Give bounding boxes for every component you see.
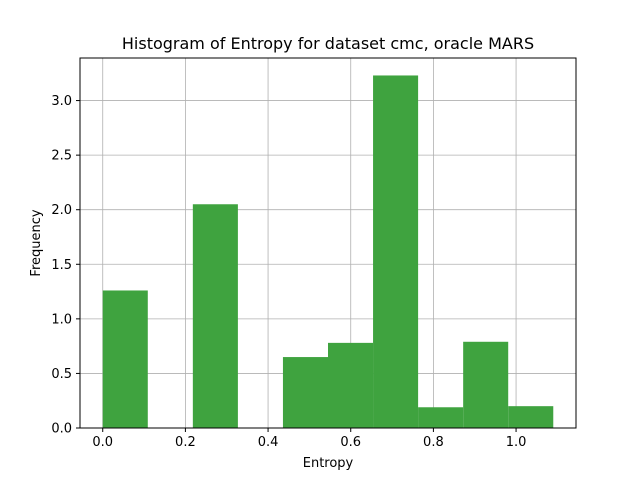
histogram-bars <box>102 75 554 428</box>
histogram-bar <box>463 341 509 428</box>
histogram-bar <box>102 290 148 428</box>
y-tick-label: 2.0 <box>51 203 72 218</box>
histogram-bar <box>282 357 328 428</box>
grid-lines <box>80 58 576 429</box>
plot-frame <box>79 57 577 429</box>
y-tick-label: 0.5 <box>51 367 72 382</box>
x-axis-label: Entropy <box>303 456 354 471</box>
y-tick-label: 1.5 <box>51 258 72 273</box>
x-tick-label: 0.2 <box>175 435 196 450</box>
histogram-bar <box>418 407 464 428</box>
x-axis-ticks: 0.0 0.2 0.4 0.6 0.8 1.0 <box>92 428 526 450</box>
y-tick-label: 3.0 <box>51 94 72 109</box>
x-tick-label: 0.8 <box>423 435 444 450</box>
x-tick-label: 0.6 <box>340 435 361 450</box>
x-tick-label: 1.0 <box>506 435 527 450</box>
x-tick-label: 0.0 <box>92 435 113 450</box>
y-axis-ticks: 0.0 0.5 1.0 1.5 2.0 2.5 3.0 <box>51 94 80 437</box>
y-tick-label: 0.0 <box>51 422 72 437</box>
histogram-bar <box>192 204 238 428</box>
histogram-bar <box>328 342 374 428</box>
histogram-bar <box>373 75 419 428</box>
y-tick-label: 1.0 <box>51 312 72 327</box>
x-tick-label: 0.4 <box>258 435 279 450</box>
y-axis-label: Frequency <box>29 209 44 276</box>
chart-title: Histogram of Entropy for dataset cmc, or… <box>122 34 534 53</box>
histogram-bar <box>508 406 554 428</box>
y-tick-label: 2.5 <box>51 149 72 164</box>
